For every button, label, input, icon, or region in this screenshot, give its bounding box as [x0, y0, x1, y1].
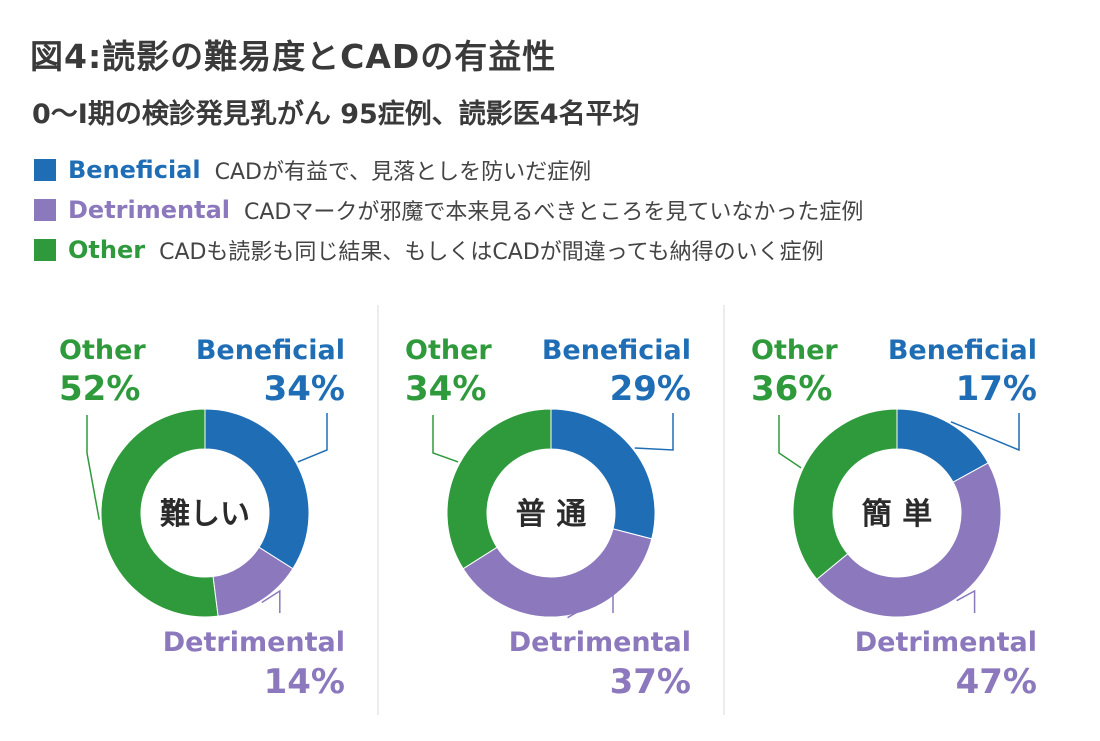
- slice-name-other: Other: [59, 335, 146, 366]
- slice-name-beneficial: Beneficial: [196, 335, 345, 366]
- slice-name-detrimental: Detrimental: [163, 627, 345, 658]
- leader-line-beneficial: [634, 413, 674, 451]
- slice-value-detrimental: 37%: [610, 662, 691, 702]
- slice-value-detrimental: 14%: [264, 662, 345, 702]
- slice-value-beneficial: 34%: [264, 369, 345, 409]
- slice-value-other: 34%: [405, 369, 486, 409]
- legend-item-other: Other CADも読影も同じ結果、もしくはCADが間違っても納得のいく症例: [34, 230, 863, 270]
- donut-slice-other: [100, 408, 219, 618]
- donut-slice-other: [792, 408, 898, 580]
- leader-line-beneficial: [297, 413, 328, 463]
- legend-swatch-detrimental: [34, 199, 56, 221]
- chart-subtitle: 0〜Ⅰ期の検診発見乳がん 95症例、読影医4名平均: [32, 99, 640, 130]
- legend-item-beneficial: Beneficial CADが有益で、見落としを防いだ症例: [34, 150, 863, 190]
- leader-line-other: [432, 415, 459, 463]
- slice-value-other: 52%: [59, 369, 140, 409]
- donut-slice-beneficial: [550, 408, 656, 540]
- legend-name-detrimental: Detrimental: [68, 196, 230, 224]
- donut-slice-other: [446, 408, 552, 570]
- slice-name-detrimental: Detrimental: [509, 627, 691, 658]
- legend-desc-beneficial: CADが有益で、見落としを防いだ症例: [214, 160, 592, 185]
- leader-line-detrimental: [567, 589, 614, 619]
- legend-desc-other: CADも読影も同じ結果、もしくはCADが間違っても納得のいく症例: [159, 240, 824, 265]
- center-label: 簡 単: [862, 497, 932, 532]
- slice-value-detrimental: 47%: [956, 662, 1037, 702]
- legend-name-beneficial: Beneficial: [68, 156, 201, 184]
- legend-name-other: Other: [68, 236, 146, 264]
- center-label: 難しい: [160, 497, 250, 532]
- slice-name-beneficial: Beneficial: [888, 335, 1037, 366]
- legend-item-detrimental: Detrimental CADマークが邪魔で本来見るべきところを見ていなかった症…: [34, 190, 863, 230]
- leader-line-other: [778, 415, 802, 469]
- slice-value-other: 36%: [751, 369, 832, 409]
- panel-divider: [723, 305, 725, 715]
- leader-line-other: [86, 415, 100, 520]
- panel-divider: [377, 305, 379, 715]
- legend-desc-detrimental: CADマークが邪魔で本来見るべきところを見ていなかった症例: [244, 200, 864, 225]
- slice-name-other: Other: [751, 335, 838, 366]
- chart-title: 図4:読影の難易度とCADの有益性: [30, 37, 557, 76]
- leader-line-detrimental: [956, 589, 976, 613]
- donut-slice-detrimental: [462, 528, 653, 618]
- legend-swatch-beneficial: [34, 159, 56, 181]
- slice-value-beneficial: 17%: [956, 369, 1037, 409]
- donut-slice-detrimental: [816, 462, 1002, 618]
- center-label: 普 通: [516, 497, 586, 532]
- slice-name-detrimental: Detrimental: [855, 627, 1037, 658]
- legend: Beneficial CADが有益で、見落としを防いだ症例 Detrimenta…: [34, 150, 863, 270]
- slice-value-beneficial: 29%: [610, 369, 691, 409]
- leader-line-detrimental: [261, 589, 281, 613]
- slice-name-beneficial: Beneficial: [542, 335, 691, 366]
- legend-swatch-other: [34, 239, 56, 261]
- leader-line-beneficial: [950, 413, 1020, 452]
- slice-name-other: Other: [405, 335, 492, 366]
- donut-slice-beneficial: [204, 408, 310, 570]
